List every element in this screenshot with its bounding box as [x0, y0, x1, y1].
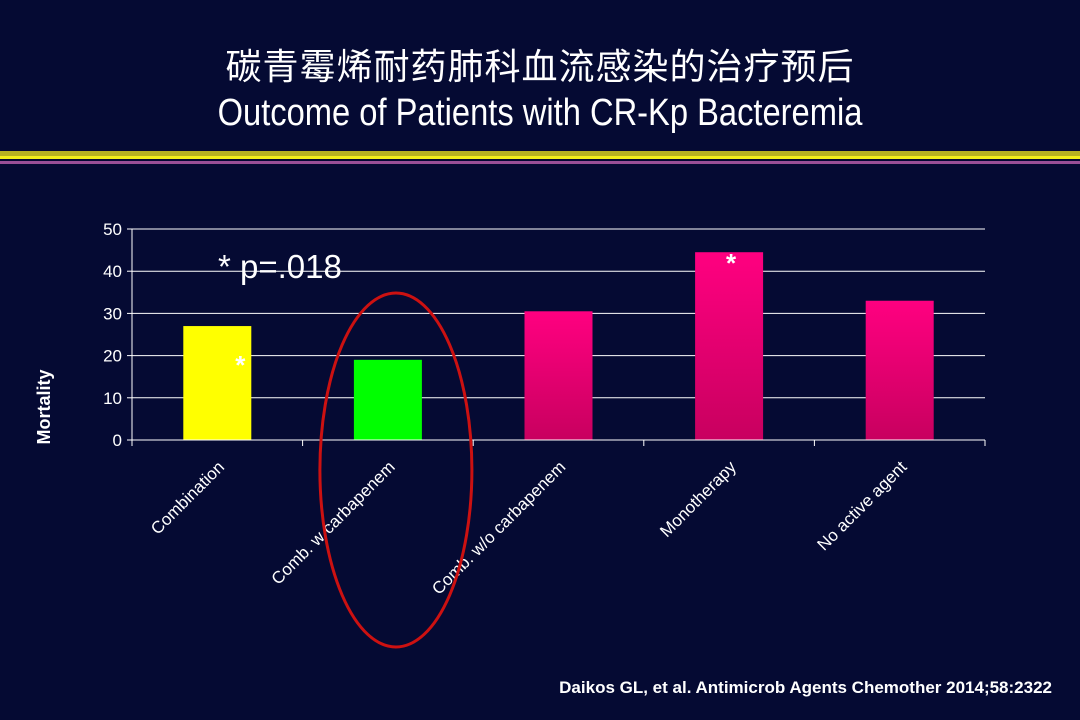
y-tick-label: 20 — [103, 347, 122, 366]
divider-gold — [0, 151, 1080, 156]
page-title-chinese: 碳青霉烯耐药肺科血流感染的治疗预后 — [225, 47, 855, 88]
y-tick-label: 10 — [103, 389, 122, 408]
y-tick-label: 30 — [103, 304, 122, 323]
bars — [183, 252, 934, 440]
y-tick-label: 0 — [113, 431, 122, 450]
divider-purple — [0, 161, 1080, 164]
bar — [183, 326, 252, 440]
p-value-annotation: * p=.018 — [218, 248, 342, 285]
bar — [524, 311, 593, 440]
y-tick-label: 40 — [103, 262, 122, 281]
citation: Daikos GL, et al. Antimicrob Agents Chem… — [559, 678, 1052, 697]
divider-yellow — [0, 156, 1080, 159]
y-tick-label: 50 — [103, 220, 122, 239]
x-category-label: Combination — [147, 457, 228, 538]
page-title-english: Outcome of Patients with CR-Kp Bacteremi… — [217, 92, 863, 134]
significance-marker: * — [235, 350, 246, 380]
axes — [127, 228, 986, 446]
highlight-ellipse — [318, 291, 474, 649]
significance-marker: * — [726, 248, 737, 278]
bar — [695, 252, 764, 440]
bar — [353, 359, 422, 440]
y-axis-title: Mortality — [34, 369, 54, 444]
x-category-label: No active agent — [814, 457, 911, 554]
x-category-label: Monotherapy — [656, 457, 740, 541]
bar — [865, 300, 934, 440]
x-category-label: Comb. w/o carbapenem — [428, 457, 569, 598]
